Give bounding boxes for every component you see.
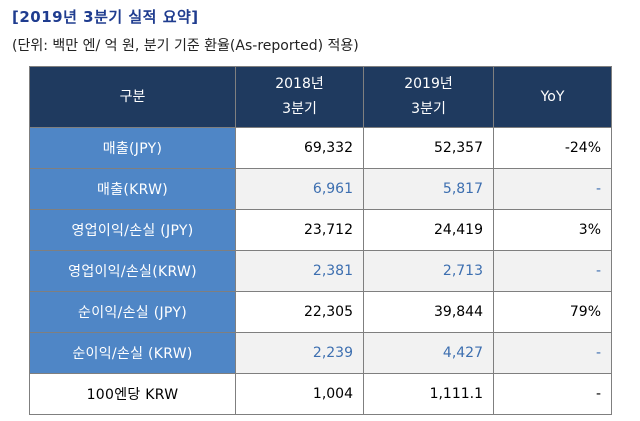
cell-yoy: -	[493, 168, 612, 210]
cell-yoy: -24%	[493, 127, 612, 169]
header-category-label: 구분	[119, 88, 146, 105]
cell-2018: 6,961	[235, 168, 364, 210]
header-2018-quarter: 3분기	[282, 101, 317, 117]
cell-2019: 2,713	[363, 250, 494, 292]
earnings-summary-table: 구분 2018년 3분기 2019년 3분기 YoY 매출(JPY) 69,33…	[29, 66, 612, 415]
row-label: 100엔당 KRW	[29, 373, 236, 415]
cell-yoy: 3%	[493, 209, 612, 251]
cell-2018: 2,239	[235, 332, 364, 374]
cell-yoy: 79%	[493, 291, 612, 333]
header-category: 구분	[29, 66, 236, 128]
row-label: 순이익/손실 (JPY)	[29, 291, 236, 333]
cell-2019: 4,427	[363, 332, 494, 374]
page-title: [2019년 3분기 실적 요약]	[12, 8, 199, 26]
cell-2019: 39,844	[363, 291, 494, 333]
cell-2019: 24,419	[363, 209, 494, 251]
table-row: 순이익/손실 (JPY) 22,305 39,844 79%	[29, 291, 612, 333]
header-yoy: YoY	[493, 66, 612, 128]
header-2019-year: 2019년	[404, 76, 453, 92]
cell-yoy: -	[493, 373, 612, 415]
cell-2018: 69,332	[235, 127, 364, 169]
row-label: 순이익/손실 (KRW)	[29, 332, 236, 374]
header-2019-q3: 2019년 3분기	[363, 66, 494, 128]
table-row: 100엔당 KRW 1,004 1,111.1 -	[29, 373, 612, 415]
header-2019-quarter: 3분기	[411, 101, 446, 117]
cell-yoy: -	[493, 250, 612, 292]
row-label: 영업이익/손실 (JPY)	[29, 209, 236, 251]
cell-2018: 1,004	[235, 373, 364, 415]
cell-2018: 22,305	[235, 291, 364, 333]
cell-2019: 5,817	[363, 168, 494, 210]
row-label: 매출(JPY)	[29, 127, 236, 169]
table-row: 순이익/손실 (KRW) 2,239 4,427 -	[29, 332, 612, 374]
table-row: 매출(KRW) 6,961 5,817 -	[29, 168, 612, 210]
row-label: 매출(KRW)	[29, 168, 236, 210]
header-yoy-label: YoY	[540, 89, 565, 105]
header-2018-year: 2018년	[275, 76, 324, 92]
table-row: 영업이익/손실(KRW) 2,381 2,713 -	[29, 250, 612, 292]
cell-yoy: -	[493, 332, 612, 374]
cell-2019: 52,357	[363, 127, 494, 169]
cell-2018: 23,712	[235, 209, 364, 251]
table-row: 영업이익/손실 (JPY) 23,712 24,419 3%	[29, 209, 612, 251]
header-2018-q3: 2018년 3분기	[235, 66, 364, 128]
cell-2019: 1,111.1	[363, 373, 494, 415]
row-label: 영업이익/손실(KRW)	[29, 250, 236, 292]
unit-note: (단위: 백만 엔/ 억 원, 분기 기준 환율(As-reported) 적용…	[12, 38, 359, 54]
cell-2018: 2,381	[235, 250, 364, 292]
table-row: 매출(JPY) 69,332 52,357 -24%	[29, 127, 612, 169]
table-header-row: 구분 2018년 3분기 2019년 3분기 YoY	[29, 66, 612, 128]
